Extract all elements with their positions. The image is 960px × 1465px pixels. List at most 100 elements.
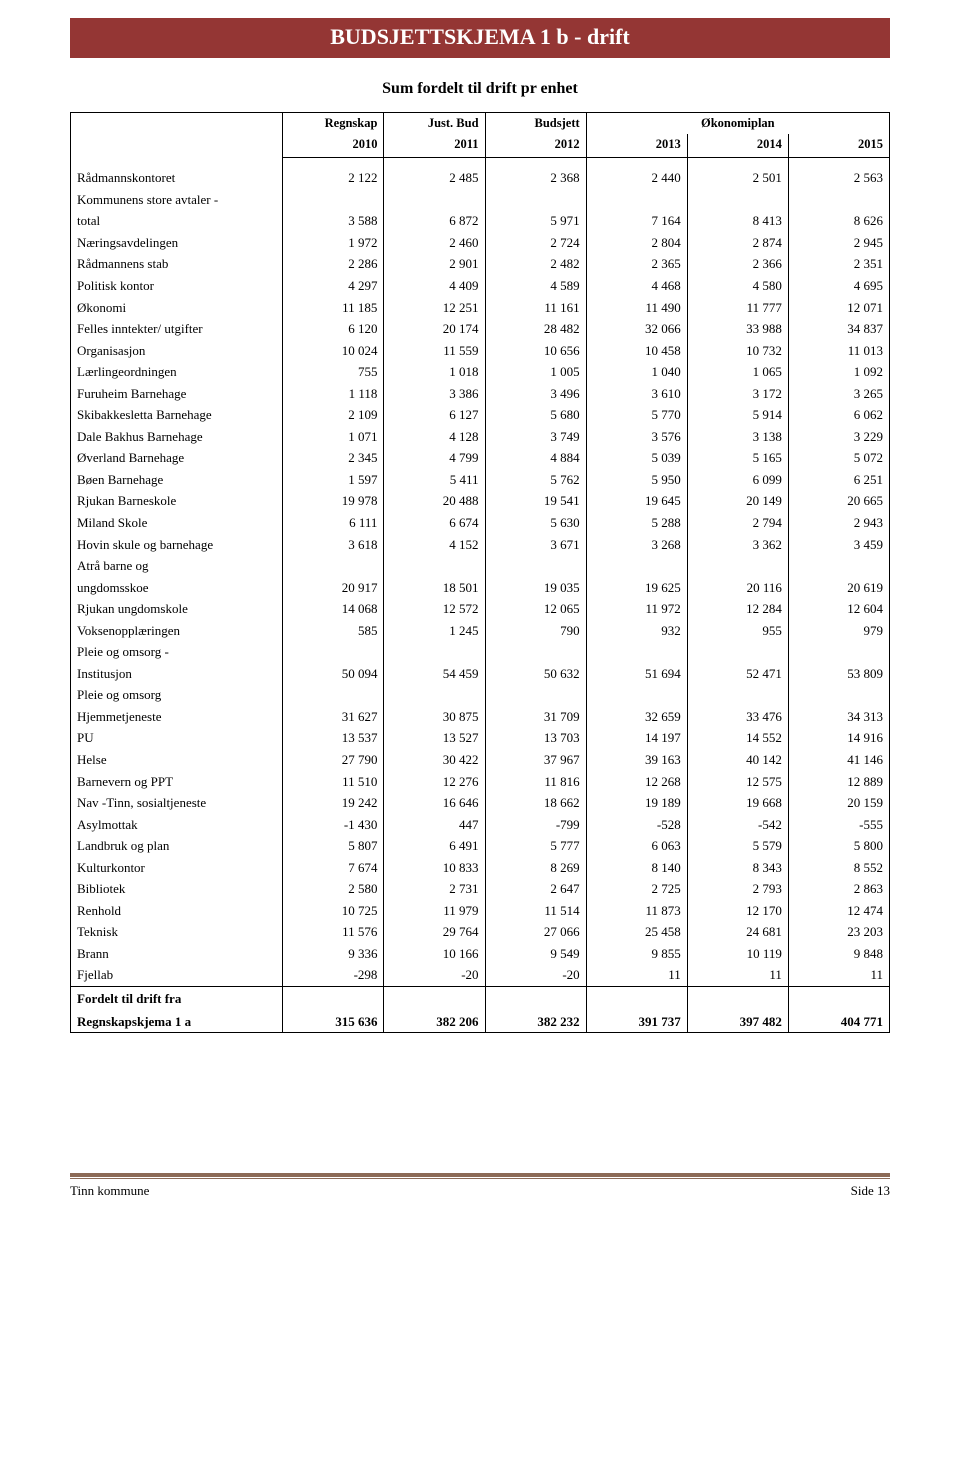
row-value: 20 917 xyxy=(283,577,384,599)
row-label: Barnevern og PPT xyxy=(71,771,283,793)
row-value: 14 068 xyxy=(283,598,384,620)
table-row: Rådmannskontoret2 1222 4852 3682 4402 50… xyxy=(71,167,890,189)
row-value: 54 459 xyxy=(384,663,485,685)
row-value: 5 630 xyxy=(485,512,586,534)
row-value: 32 659 xyxy=(586,706,687,728)
row-value xyxy=(788,641,889,663)
row-label: Brann xyxy=(71,943,283,965)
table-row: Øverland Barnehage2 3454 7994 8845 0395 … xyxy=(71,447,890,469)
row-label: Furuheim Barnehage xyxy=(71,383,283,405)
row-value: 3 172 xyxy=(687,383,788,405)
row-value: 39 163 xyxy=(586,749,687,771)
row-value: 10 833 xyxy=(384,857,485,879)
row-value: 20 488 xyxy=(384,490,485,512)
row-value: 11 559 xyxy=(384,340,485,362)
row-value: 2 368 xyxy=(485,167,586,189)
row-value: 2 440 xyxy=(586,167,687,189)
row-value: 2 351 xyxy=(788,253,889,275)
row-value: 5 807 xyxy=(283,835,384,857)
row-value: -20 xyxy=(485,964,586,986)
row-value: 20 174 xyxy=(384,318,485,340)
table-row: Organisasjon10 02411 55910 65610 45810 7… xyxy=(71,340,890,362)
row-value: 19 978 xyxy=(283,490,384,512)
table-row: Furuheim Barnehage1 1183 3863 4963 6103 … xyxy=(71,383,890,405)
row-value: 2 725 xyxy=(586,878,687,900)
row-label: Dale Bakhus Barnehage xyxy=(71,426,283,448)
th-justbud: Just. Bud xyxy=(384,113,485,134)
table-row: Voksenopplæringen5851 245790932955979 xyxy=(71,620,890,642)
table-row: Hjemmetjeneste31 62730 87531 70932 65933… xyxy=(71,706,890,728)
row-value: 5 579 xyxy=(687,835,788,857)
table-row: ungdomsskoe20 91718 50119 03519 62520 11… xyxy=(71,577,890,599)
total-blank xyxy=(788,987,889,1011)
row-value: 4 297 xyxy=(283,275,384,297)
row-value: 2 580 xyxy=(283,878,384,900)
row-value: 6 491 xyxy=(384,835,485,857)
row-value: 33 988 xyxy=(687,318,788,340)
row-value: 3 265 xyxy=(788,383,889,405)
row-value: 23 203 xyxy=(788,921,889,943)
row-value xyxy=(485,641,586,663)
table-row: Økonomi11 18512 25111 16111 49011 77712 … xyxy=(71,297,890,319)
th-2010: 2010 xyxy=(283,134,384,157)
row-value xyxy=(687,641,788,663)
row-label: Pleie og omsorg xyxy=(71,684,283,706)
row-value: 1 245 xyxy=(384,620,485,642)
table-row: Institusjon50 09454 45950 63251 69452 47… xyxy=(71,663,890,685)
row-value: 19 625 xyxy=(586,577,687,599)
row-value: 2 724 xyxy=(485,232,586,254)
row-value xyxy=(788,555,889,577)
total-value: 382 232 xyxy=(485,1011,586,1033)
row-value: 11 510 xyxy=(283,771,384,793)
table-row: Brann9 33610 1669 5499 85510 1199 848 xyxy=(71,943,890,965)
row-label: ungdomsskoe xyxy=(71,577,283,599)
row-value: 2 901 xyxy=(384,253,485,275)
row-label: Hovin skule og barnehage xyxy=(71,534,283,556)
row-value: 8 269 xyxy=(485,857,586,879)
row-value: 4 589 xyxy=(485,275,586,297)
table-row: Bibliotek2 5802 7312 6472 7252 7932 863 xyxy=(71,878,890,900)
row-value: 10 458 xyxy=(586,340,687,362)
row-value: 3 610 xyxy=(586,383,687,405)
table-row: Pleie og omsorg - xyxy=(71,641,890,663)
row-value: 18 501 xyxy=(384,577,485,599)
row-value xyxy=(384,189,485,211)
row-value: 2 563 xyxy=(788,167,889,189)
row-value: 8 413 xyxy=(687,210,788,232)
row-value: 11 979 xyxy=(384,900,485,922)
row-value: 24 681 xyxy=(687,921,788,943)
row-value: 14 916 xyxy=(788,727,889,749)
table-row: Helse27 79030 42237 96739 16340 14241 14… xyxy=(71,749,890,771)
row-label: Felles inntekter/ utgifter xyxy=(71,318,283,340)
row-value: 11 972 xyxy=(586,598,687,620)
row-value: 7 164 xyxy=(586,210,687,232)
row-label: Lærlingeordningen xyxy=(71,361,283,383)
total-value: 404 771 xyxy=(788,1011,889,1033)
row-value: 3 386 xyxy=(384,383,485,405)
total-value: 315 636 xyxy=(283,1011,384,1033)
row-value: 3 749 xyxy=(485,426,586,448)
row-value: 2 109 xyxy=(283,404,384,426)
table-row: Rjukan ungdomskole14 06812 57212 06511 9… xyxy=(71,598,890,620)
row-label: Asylmottak xyxy=(71,814,283,836)
row-value: 4 468 xyxy=(586,275,687,297)
row-value: 1 597 xyxy=(283,469,384,491)
table-row: Landbruk og plan5 8076 4915 7776 0635 57… xyxy=(71,835,890,857)
row-value xyxy=(788,189,889,211)
row-value: 979 xyxy=(788,620,889,642)
row-value: -542 xyxy=(687,814,788,836)
footer: Tinn kommune Side 13 xyxy=(70,1183,890,1199)
row-value: 3 229 xyxy=(788,426,889,448)
row-value: 6 251 xyxy=(788,469,889,491)
row-value: 25 458 xyxy=(586,921,687,943)
row-value: 2 874 xyxy=(687,232,788,254)
total-blank xyxy=(485,987,586,1011)
row-label: Renhold xyxy=(71,900,283,922)
row-value: 11 161 xyxy=(485,297,586,319)
total-value: 382 206 xyxy=(384,1011,485,1033)
row-value: 8 552 xyxy=(788,857,889,879)
row-label: Bøen Barnehage xyxy=(71,469,283,491)
row-value: 5 039 xyxy=(586,447,687,469)
row-label: Økonomi xyxy=(71,297,283,319)
total-blank xyxy=(687,987,788,1011)
